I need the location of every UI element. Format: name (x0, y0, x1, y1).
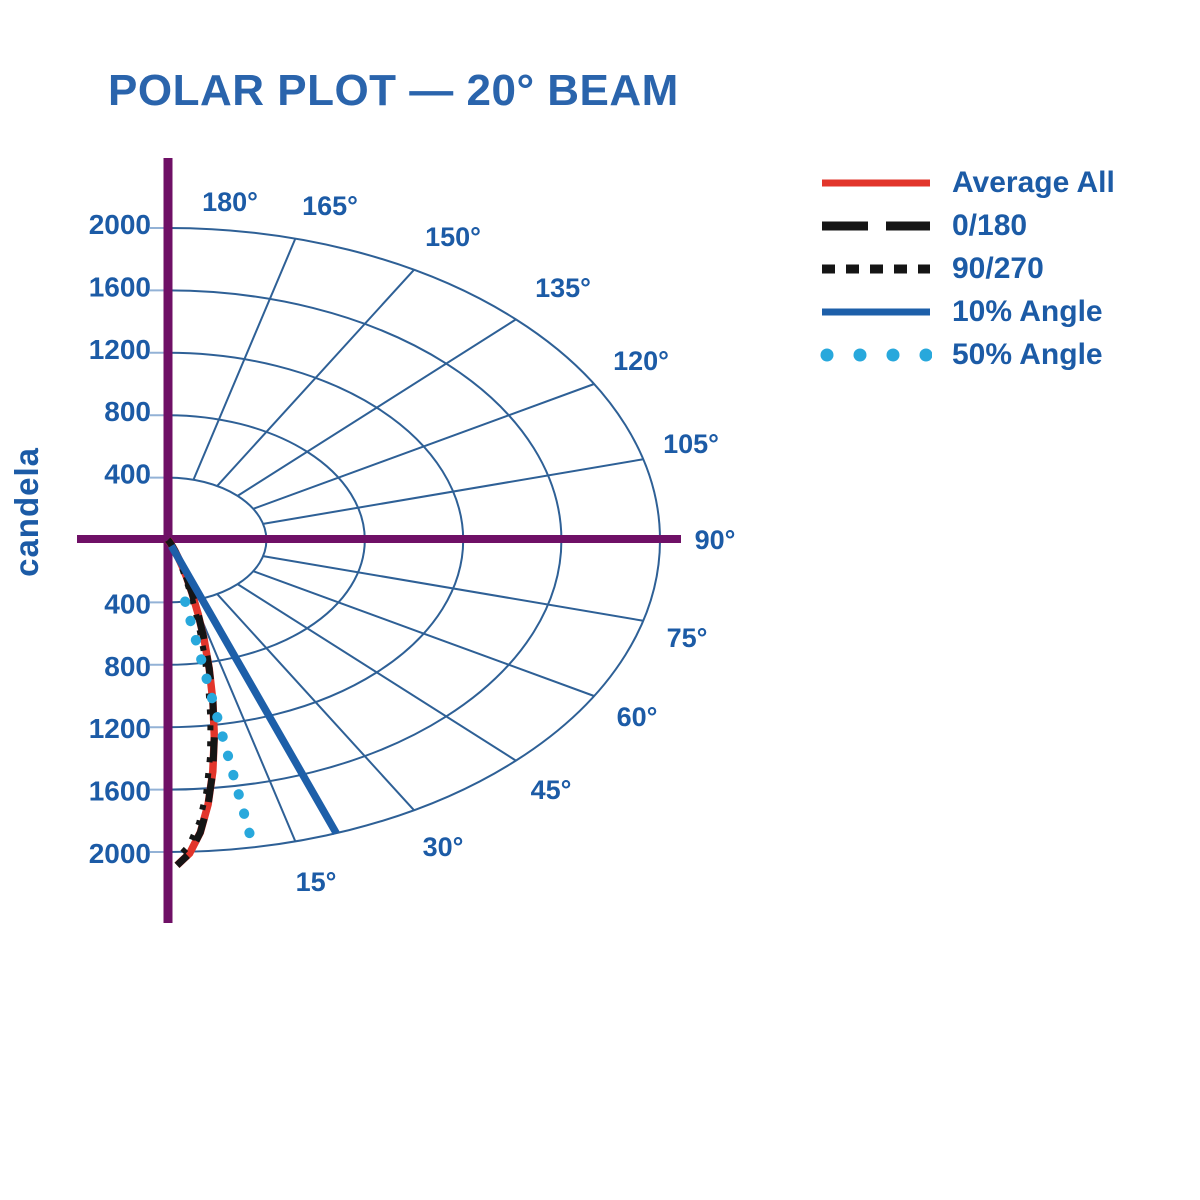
legend-item-label: Average All (952, 166, 1115, 199)
legend-item-10-angle: 10% Angle (820, 295, 1115, 329)
legend-dot (886, 348, 900, 362)
angle-label: 150° (425, 222, 481, 252)
legend-item-average-all: Average All (820, 166, 1115, 200)
grid-ray (237, 583, 517, 762)
legend: Average All 0/180 90/270 10% Angle 50% Angle (820, 166, 1115, 381)
angle-label: 90° (695, 525, 736, 555)
series-10-angle (168, 543, 340, 836)
legend-dot (919, 348, 932, 362)
radial-tick-label-lower: 800 (104, 651, 151, 682)
legend-dot (820, 348, 834, 362)
radial-tick-label-lower: 1200 (89, 713, 151, 744)
angle-label: 135° (535, 273, 591, 303)
grid-ray (192, 599, 297, 842)
legend-item-label: 50% Angle (952, 338, 1103, 371)
series-50-angle (180, 596, 259, 853)
grid-ray (237, 318, 517, 497)
radial-tick-label-lower: 400 (104, 588, 151, 619)
radial-tick-label-lower: 1600 (89, 776, 151, 807)
radial-tick-label-lower: 2000 (89, 838, 151, 869)
angle-labels: 15° 30° 45° 60° 75° 90° 105° 120° 135° 150° 165° 18… (202, 187, 735, 897)
angle-label: 15° (296, 867, 337, 897)
legend-swatch-50-angle-icon (820, 348, 932, 362)
angle-label: 180° (202, 187, 258, 217)
radial-tick-label-upper: 800 (104, 396, 151, 427)
grid-ray (262, 458, 644, 525)
angle-label: 30° (423, 832, 464, 862)
angle-label: 120° (613, 346, 669, 376)
legend-swatch-average-all-icon (822, 179, 930, 187)
legend-item-label: 10% Angle (952, 295, 1103, 328)
angle-label: 60° (617, 702, 658, 732)
legend-item-50-angle: 50% Angle (820, 338, 1115, 372)
grid-ray (252, 383, 595, 510)
legend-swatch-0-180-icon (822, 221, 930, 231)
chart-title: POLAR PLOT — 20° BEAM (108, 66, 679, 115)
legend-swatch-10-angle-icon (822, 308, 930, 316)
legend-dot (853, 348, 867, 362)
angle-label: 45° (531, 775, 572, 805)
grid-ray (252, 570, 595, 697)
grid-ray (216, 269, 415, 487)
grid-ray (216, 593, 415, 811)
angle-label: 75° (667, 623, 708, 653)
radial-tick-label-upper: 2000 (89, 209, 151, 240)
legend-item-0-180: 0/180 (820, 209, 1115, 243)
radial-tick-labels: 400 400 800 800 1200 1200 1600 1600 2000 2000 (89, 209, 151, 869)
angle-label: 165° (302, 191, 358, 221)
radial-tick-label-upper: 400 (104, 459, 151, 490)
legend-item-90-270: 90/270 (820, 252, 1115, 286)
legend-item-label: 90/270 (952, 252, 1044, 285)
legend-item-label: 0/180 (952, 209, 1028, 242)
radial-tick-label-upper: 1200 (89, 334, 151, 365)
angle-label: 105° (663, 429, 719, 459)
radial-tick-label-upper: 1600 (89, 271, 151, 302)
legend-swatch-90-270-icon (822, 264, 930, 274)
grid-ray (262, 555, 644, 622)
series-90-270 (165, 537, 214, 861)
grid-ray (192, 238, 297, 481)
